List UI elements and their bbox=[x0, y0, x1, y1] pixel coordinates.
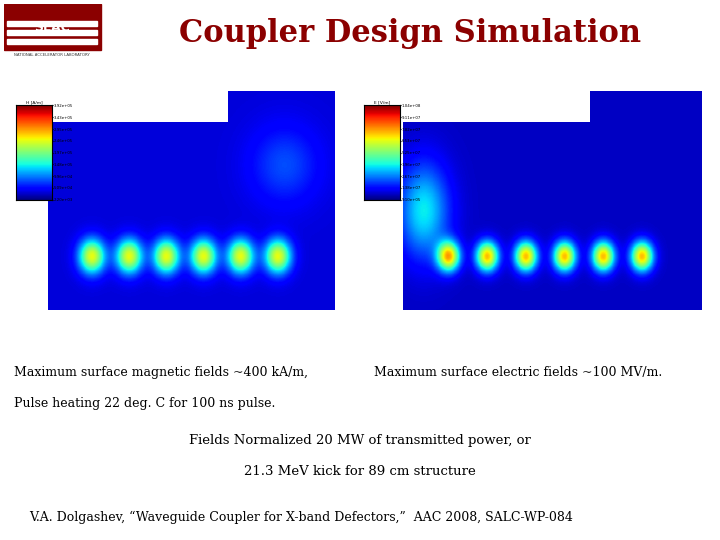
Bar bbox=[4, 4, 101, 50]
Bar bbox=[7, 21, 97, 25]
Text: NATIONAL ACCELERATOR LABORATORY: NATIONAL ACCELERATOR LABORATORY bbox=[14, 53, 90, 57]
Text: Maximum surface magnetic fields ~400 kA/m,: Maximum surface magnetic fields ~400 kA/… bbox=[14, 366, 308, 379]
Text: Pulse heating 22 deg. C for 100 ns pulse.: Pulse heating 22 deg. C for 100 ns pulse… bbox=[14, 397, 276, 410]
Title: E [V/m]: E [V/m] bbox=[374, 100, 390, 104]
Text: 21.3 MeV kick for 89 cm structure: 21.3 MeV kick for 89 cm structure bbox=[244, 465, 476, 478]
Title: H [A/m]: H [A/m] bbox=[25, 100, 42, 104]
Text: Fields Normalized 20 MW of transmitted power, or: Fields Normalized 20 MW of transmitted p… bbox=[189, 434, 531, 447]
Bar bbox=[7, 39, 97, 44]
Text: V.A. Dolgashev, “Waveguide Coupler for X-band Defectors,”  AAC 2008, SALC-WP-084: V.A. Dolgashev, “Waveguide Coupler for X… bbox=[29, 511, 572, 524]
Text: SLAC: SLAC bbox=[35, 21, 70, 33]
Text: Coupler Design Simulation: Coupler Design Simulation bbox=[179, 18, 642, 49]
Bar bbox=[7, 30, 97, 35]
Text: Maximum surface electric fields ~100 MV/m.: Maximum surface electric fields ~100 MV/… bbox=[374, 366, 662, 379]
